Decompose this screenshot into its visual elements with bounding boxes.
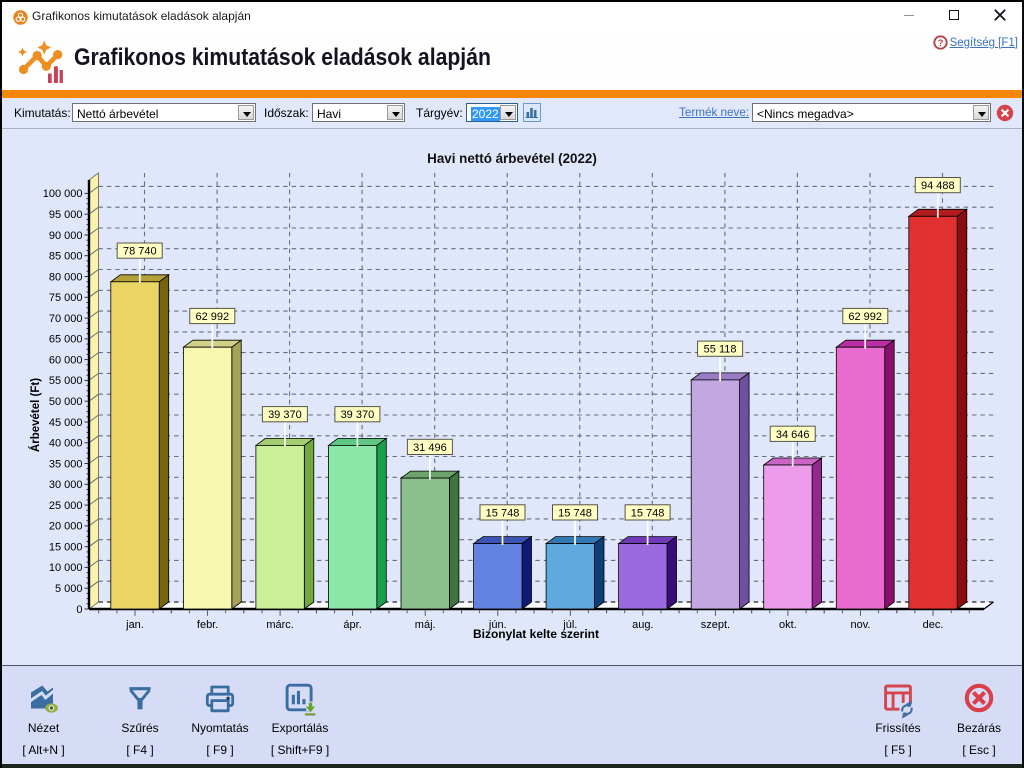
svg-text:jún.: jún.: [488, 619, 507, 631]
svg-text:aug.: aug.: [632, 619, 653, 631]
svg-text:94 488: 94 488: [921, 180, 955, 192]
svg-text:75 000: 75 000: [49, 292, 83, 304]
svg-text:5 000: 5 000: [55, 583, 83, 595]
svg-text:85 000: 85 000: [49, 251, 83, 263]
svg-text:20 000: 20 000: [49, 521, 83, 533]
svg-text:100 000: 100 000: [43, 188, 83, 200]
svg-text:Árbevétel (Ft): Árbevétel (Ft): [29, 378, 42, 452]
svg-text:15 748: 15 748: [486, 507, 520, 519]
svg-text:?: ?: [938, 38, 944, 49]
svg-text:40 000: 40 000: [49, 438, 83, 450]
svg-text:30 000: 30 000: [49, 479, 83, 491]
svg-text:39 370: 39 370: [341, 409, 375, 421]
svg-text:10 000: 10 000: [49, 562, 83, 574]
svg-text:márc.: márc.: [266, 619, 294, 631]
svg-text:45 000: 45 000: [49, 417, 83, 429]
svg-text:62 992: 62 992: [195, 311, 229, 323]
svg-text:55 118: 55 118: [704, 344, 737, 356]
svg-text:78 740: 78 740: [123, 246, 157, 258]
svg-text:39 370: 39 370: [268, 409, 302, 421]
svg-text:55 000: 55 000: [49, 375, 83, 387]
svg-text:35 000: 35 000: [49, 458, 83, 470]
svg-text:máj.: máj.: [415, 619, 436, 631]
svg-text:34 646: 34 646: [776, 429, 810, 441]
svg-text:15 748: 15 748: [631, 507, 665, 519]
svg-text:31 496: 31 496: [413, 442, 447, 454]
svg-text:szept.: szept.: [701, 619, 730, 631]
svg-text:62 992: 62 992: [848, 311, 882, 323]
svg-text:70 000: 70 000: [49, 313, 83, 325]
svg-text:50 000: 50 000: [49, 396, 83, 408]
svg-text:65 000: 65 000: [49, 334, 83, 346]
svg-text:nov.: nov.: [851, 619, 871, 631]
svg-text:okt.: okt.: [779, 619, 797, 631]
svg-text:15 748: 15 748: [558, 507, 592, 519]
svg-text:ápr.: ápr.: [343, 619, 361, 631]
svg-text:60 000: 60 000: [49, 354, 83, 366]
svg-text:dec.: dec.: [923, 619, 944, 631]
svg-text:febr.: febr.: [197, 619, 218, 631]
svg-text:Bizonylat kelte szerint: Bizonylat kelte szerint: [473, 627, 599, 641]
svg-text:25 000: 25 000: [49, 500, 83, 512]
svg-text:15 000: 15 000: [49, 542, 83, 554]
svg-text:júl.: júl.: [562, 619, 577, 631]
svg-text:80 000: 80 000: [49, 271, 83, 283]
svg-text:Havi nettó árbevétel (2022): Havi nettó árbevétel (2022): [427, 151, 597, 166]
svg-text:90 000: 90 000: [49, 230, 83, 242]
svg-text:0: 0: [76, 604, 82, 616]
svg-text:jan.: jan.: [125, 619, 144, 631]
svg-text:95 000: 95 000: [49, 209, 83, 221]
